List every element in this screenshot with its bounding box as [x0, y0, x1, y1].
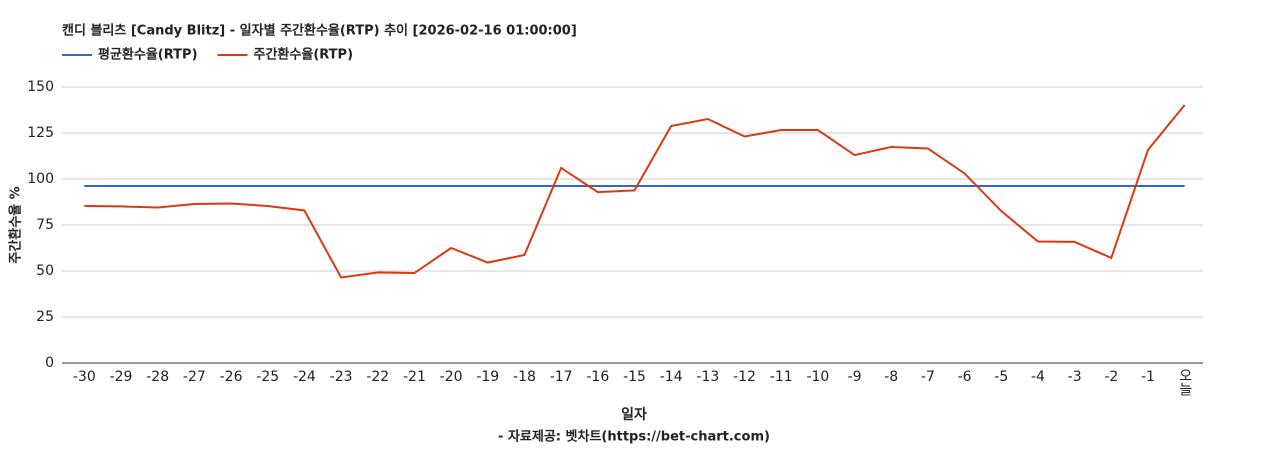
x-tick-label: -21	[403, 369, 426, 385]
y-tick-label: 100	[27, 171, 54, 187]
line-series	[84, 104, 1186, 279]
x-tick-label: -27	[183, 369, 206, 385]
x-tick-label: -9	[848, 369, 862, 385]
x-tick-label: -25	[256, 369, 279, 385]
y-tick-label: 125	[27, 125, 54, 141]
y-tick-label: 0	[45, 355, 54, 371]
x-tick-label: -10	[806, 369, 829, 385]
y-tick-label: 50	[36, 263, 54, 279]
x-axis-label: 일자	[621, 407, 647, 423]
x-tick-label: -17	[550, 369, 573, 385]
y-axis-label: 주간환수율 %	[8, 186, 24, 263]
x-tick-label: -4	[1031, 369, 1045, 385]
x-tick-label: -13	[696, 369, 719, 385]
legend-label: 주간환수율(RTP)	[254, 47, 354, 63]
x-tick-label: -6	[958, 369, 972, 385]
legend-label: 평균환수율(RTP)	[98, 47, 198, 63]
x-tick-label: -15	[623, 369, 646, 385]
x-tick-label: -3	[1068, 369, 1082, 385]
x-tick-label: -14	[660, 369, 683, 385]
x-tick-label: -16	[586, 369, 609, 385]
x-tick-label: -23	[330, 369, 353, 385]
x-tick-label: -11	[770, 369, 793, 385]
x-tick-label: -18	[513, 369, 536, 385]
y-tick-label: 150	[27, 79, 54, 95]
x-tick-label: -7	[921, 369, 935, 385]
x-tick-label: -30	[73, 369, 96, 385]
x-tick-label: -1	[1141, 369, 1155, 385]
x-tick-label: 오늘	[1177, 368, 1193, 396]
x-tick-label: -28	[146, 369, 169, 385]
x-tick-label: -19	[476, 369, 499, 385]
y-tick-label: 25	[36, 309, 54, 325]
x-tick-label: -24	[293, 369, 316, 385]
x-tick-label: -2	[1104, 369, 1118, 385]
x-tick-label: -5	[994, 369, 1008, 385]
x-tick-label: -26	[220, 369, 243, 385]
x-tick-label: -20	[440, 369, 463, 385]
y-tick-label: 75	[36, 217, 54, 233]
source: - 자료제공: 벳차트(https://bet-chart.com)	[498, 429, 770, 445]
x-tick-label: -22	[366, 369, 389, 385]
x-tick-label: -8	[884, 369, 898, 385]
x-tick-label: -29	[110, 369, 133, 385]
chart-title: 캔디 블리츠 [Candy Blitz] - 일자별 주간환수율(RTP) 추이…	[62, 23, 577, 39]
x-tick-label: -12	[733, 369, 756, 385]
